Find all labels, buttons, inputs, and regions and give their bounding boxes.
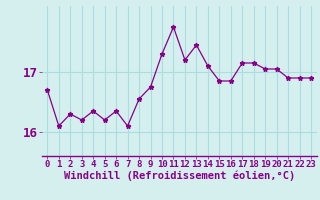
X-axis label: Windchill (Refroidissement éolien,°C): Windchill (Refroidissement éolien,°C)	[64, 171, 295, 181]
